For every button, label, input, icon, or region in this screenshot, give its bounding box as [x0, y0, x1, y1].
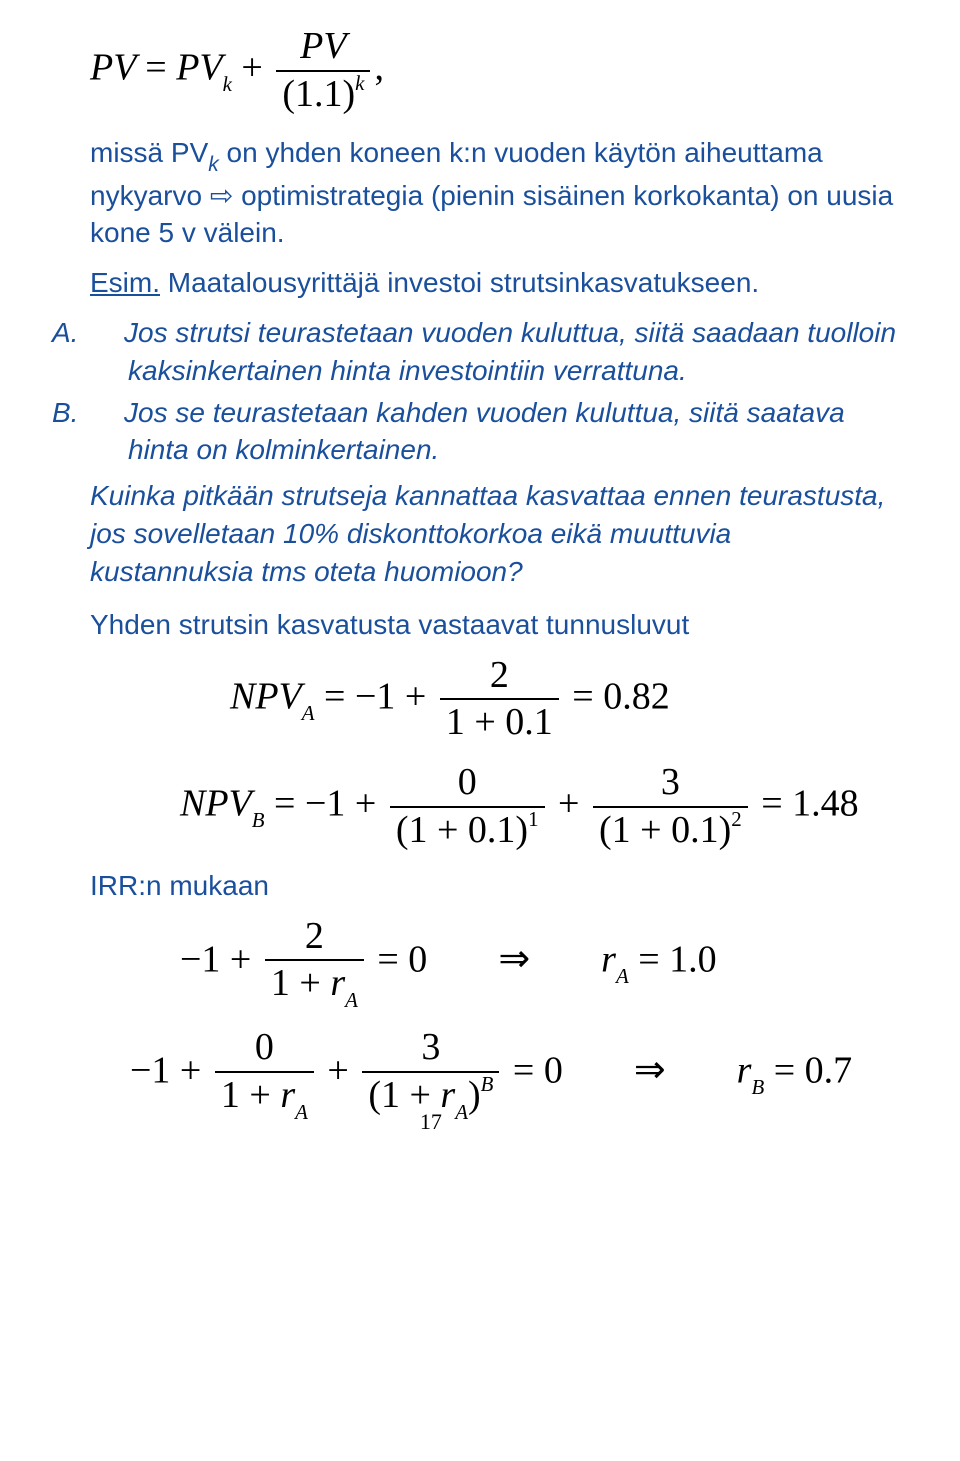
list-text-b: Jos se teurastetaan kahden vuoden kulutt… — [124, 397, 845, 466]
irrb-pre: −1 + — [130, 1049, 211, 1091]
equation-pv-recursion: PV = PVk + PV (1.1)k , — [90, 26, 900, 116]
arrow-icon: ⇨ — [210, 180, 233, 211]
eq1-tail: , — [374, 47, 384, 89]
eq1-den-base: (1.1) — [282, 73, 355, 115]
npvb-num2: 3 — [593, 762, 748, 806]
para2-rest: Maatalousyrittäjä investoi strutsinkasva… — [160, 267, 759, 298]
npva-eq2: = 0.82 — [572, 675, 669, 717]
irrb-den2-sub: A — [455, 1100, 468, 1124]
equation-irr-a: −1 + 2 1 + rA = 0 ⇒ rA = 1.0 — [180, 916, 900, 1009]
irra-pre: −1 + — [180, 938, 261, 980]
npvb-den2: (1 + 0.1)2 — [593, 806, 748, 852]
irrb-den2-r: r — [440, 1074, 455, 1116]
irrb-rhs-eq: = 0.7 — [774, 1049, 852, 1091]
irrb-den1: 1 + rA — [215, 1071, 314, 1121]
paragraph-pvk-explanation: missä PVk on yhden koneen k:n vuoden käy… — [90, 134, 900, 253]
irrb-den1-r: r — [280, 1074, 295, 1116]
irrb-rhs-sub: B — [751, 1075, 764, 1099]
npva-den: 1 + 0.1 — [440, 698, 559, 744]
npva-eq1: = −1 + — [324, 675, 436, 717]
npvb-den2-sup: 2 — [731, 807, 741, 831]
list-item-b: B.Jos se teurastetaan kahden vuoden kulu… — [90, 394, 900, 470]
irrb-den1-pre: 1 + — [221, 1074, 280, 1116]
npvb-frac1: 0 (1 + 0.1)1 — [390, 762, 545, 852]
irrb-num1: 0 — [215, 1027, 314, 1071]
list-label-b: B. — [90, 394, 124, 432]
irrb-rhs-r: r — [737, 1049, 752, 1091]
irra-den-r: r — [330, 962, 345, 1004]
esim-label: Esim. — [90, 267, 160, 298]
implies-icon: ⇒ — [498, 938, 530, 980]
npvb-lhs-sub: B — [252, 808, 265, 832]
irra-den: 1 + rA — [265, 959, 364, 1009]
irr-label: IRR:n mukaan — [90, 870, 900, 902]
npvb-den2-base: (1 + 0.1) — [599, 809, 731, 851]
irra-num: 2 — [265, 916, 364, 960]
npva-lhs: NPV — [230, 675, 302, 717]
heading-tunnusluvut: Yhden strutsin kasvatusta vastaavat tunn… — [90, 609, 900, 641]
paragraph-question: Kuinka pitkään strutseja kannattaa kasva… — [90, 477, 900, 590]
para1-pre: missä PV — [90, 137, 208, 168]
irra-mid: = 0 — [377, 938, 427, 980]
paragraph-example-intro: Esim. Maatalousyrittäjä investoi strutsi… — [90, 264, 900, 302]
npva-lhs-sub: A — [302, 701, 315, 725]
eq1-term1: PV — [176, 47, 222, 89]
npvb-den1-sup: 1 — [528, 807, 538, 831]
irrb-frac1: 0 1 + rA — [215, 1027, 314, 1120]
equation-npv-a: NPVA = −1 + 2 1 + 0.1 = 0.82 — [230, 655, 900, 745]
irrb-den2-sup: B — [481, 1072, 494, 1096]
eq1-frac: PV (1.1)k — [276, 26, 370, 116]
list-label-a: A. — [90, 314, 124, 352]
npvb-plus: + — [558, 783, 589, 825]
irra-rhs-eq: = 1.0 — [638, 938, 716, 980]
npvb-lhs: NPV — [180, 783, 252, 825]
eq1-eq: = — [145, 47, 176, 89]
npvb-eq1: = −1 + — [274, 783, 386, 825]
list-text-a: Jos strutsi teurastetaan vuoden kuluttua… — [124, 317, 896, 386]
eq1-lhs: PV — [90, 47, 136, 89]
npvb-frac2: 3 (1 + 0.1)2 — [593, 762, 748, 852]
para1-sub: k — [208, 153, 219, 176]
equation-irr-b: −1 + 0 1 + rA + 3 (1 + rA)B 17 = 0 ⇒ rB … — [130, 1027, 900, 1120]
npva-frac: 2 1 + 0.1 — [440, 655, 559, 745]
eq1-term1-sub: k — [223, 72, 232, 96]
eq1-den-sup: k — [355, 71, 364, 95]
npvb-eq2: = 1.48 — [761, 783, 858, 825]
equation-npv-b: NPVB = −1 + 0 (1 + 0.1)1 + 3 (1 + 0.1)2 … — [180, 762, 900, 852]
irrb-den2-post: ) — [468, 1074, 481, 1116]
irrb-mid: = 0 — [513, 1049, 563, 1091]
irra-frac: 2 1 + rA — [265, 916, 364, 1009]
npvb-num1: 0 — [390, 762, 545, 806]
irrb-plus: + — [327, 1049, 358, 1091]
page-number-overlay: 17 — [420, 1110, 442, 1134]
irra-den-pre: 1 + — [271, 962, 330, 1004]
eq1-frac-num: PV — [276, 26, 370, 70]
irra-rhs-sub: A — [616, 964, 629, 988]
implies-icon: ⇒ — [634, 1049, 666, 1091]
eq1-plus: + — [241, 47, 272, 89]
npvb-den1: (1 + 0.1)1 — [390, 806, 545, 852]
irrb-num2: 3 — [362, 1027, 499, 1071]
irrb-den2: (1 + rA)B 17 — [362, 1071, 499, 1121]
irra-den-sub: A — [345, 988, 358, 1012]
irra-rhs-r: r — [601, 938, 616, 980]
eq1-frac-den: (1.1)k — [276, 70, 370, 116]
npvb-den1-base: (1 + 0.1) — [396, 809, 528, 851]
npva-num: 2 — [440, 655, 559, 699]
irrb-den1-sub: A — [295, 1100, 308, 1124]
irrb-frac2: 3 (1 + rA)B 17 — [362, 1027, 499, 1120]
list-item-a: A.Jos strutsi teurastetaan vuoden kulutt… — [90, 314, 900, 390]
